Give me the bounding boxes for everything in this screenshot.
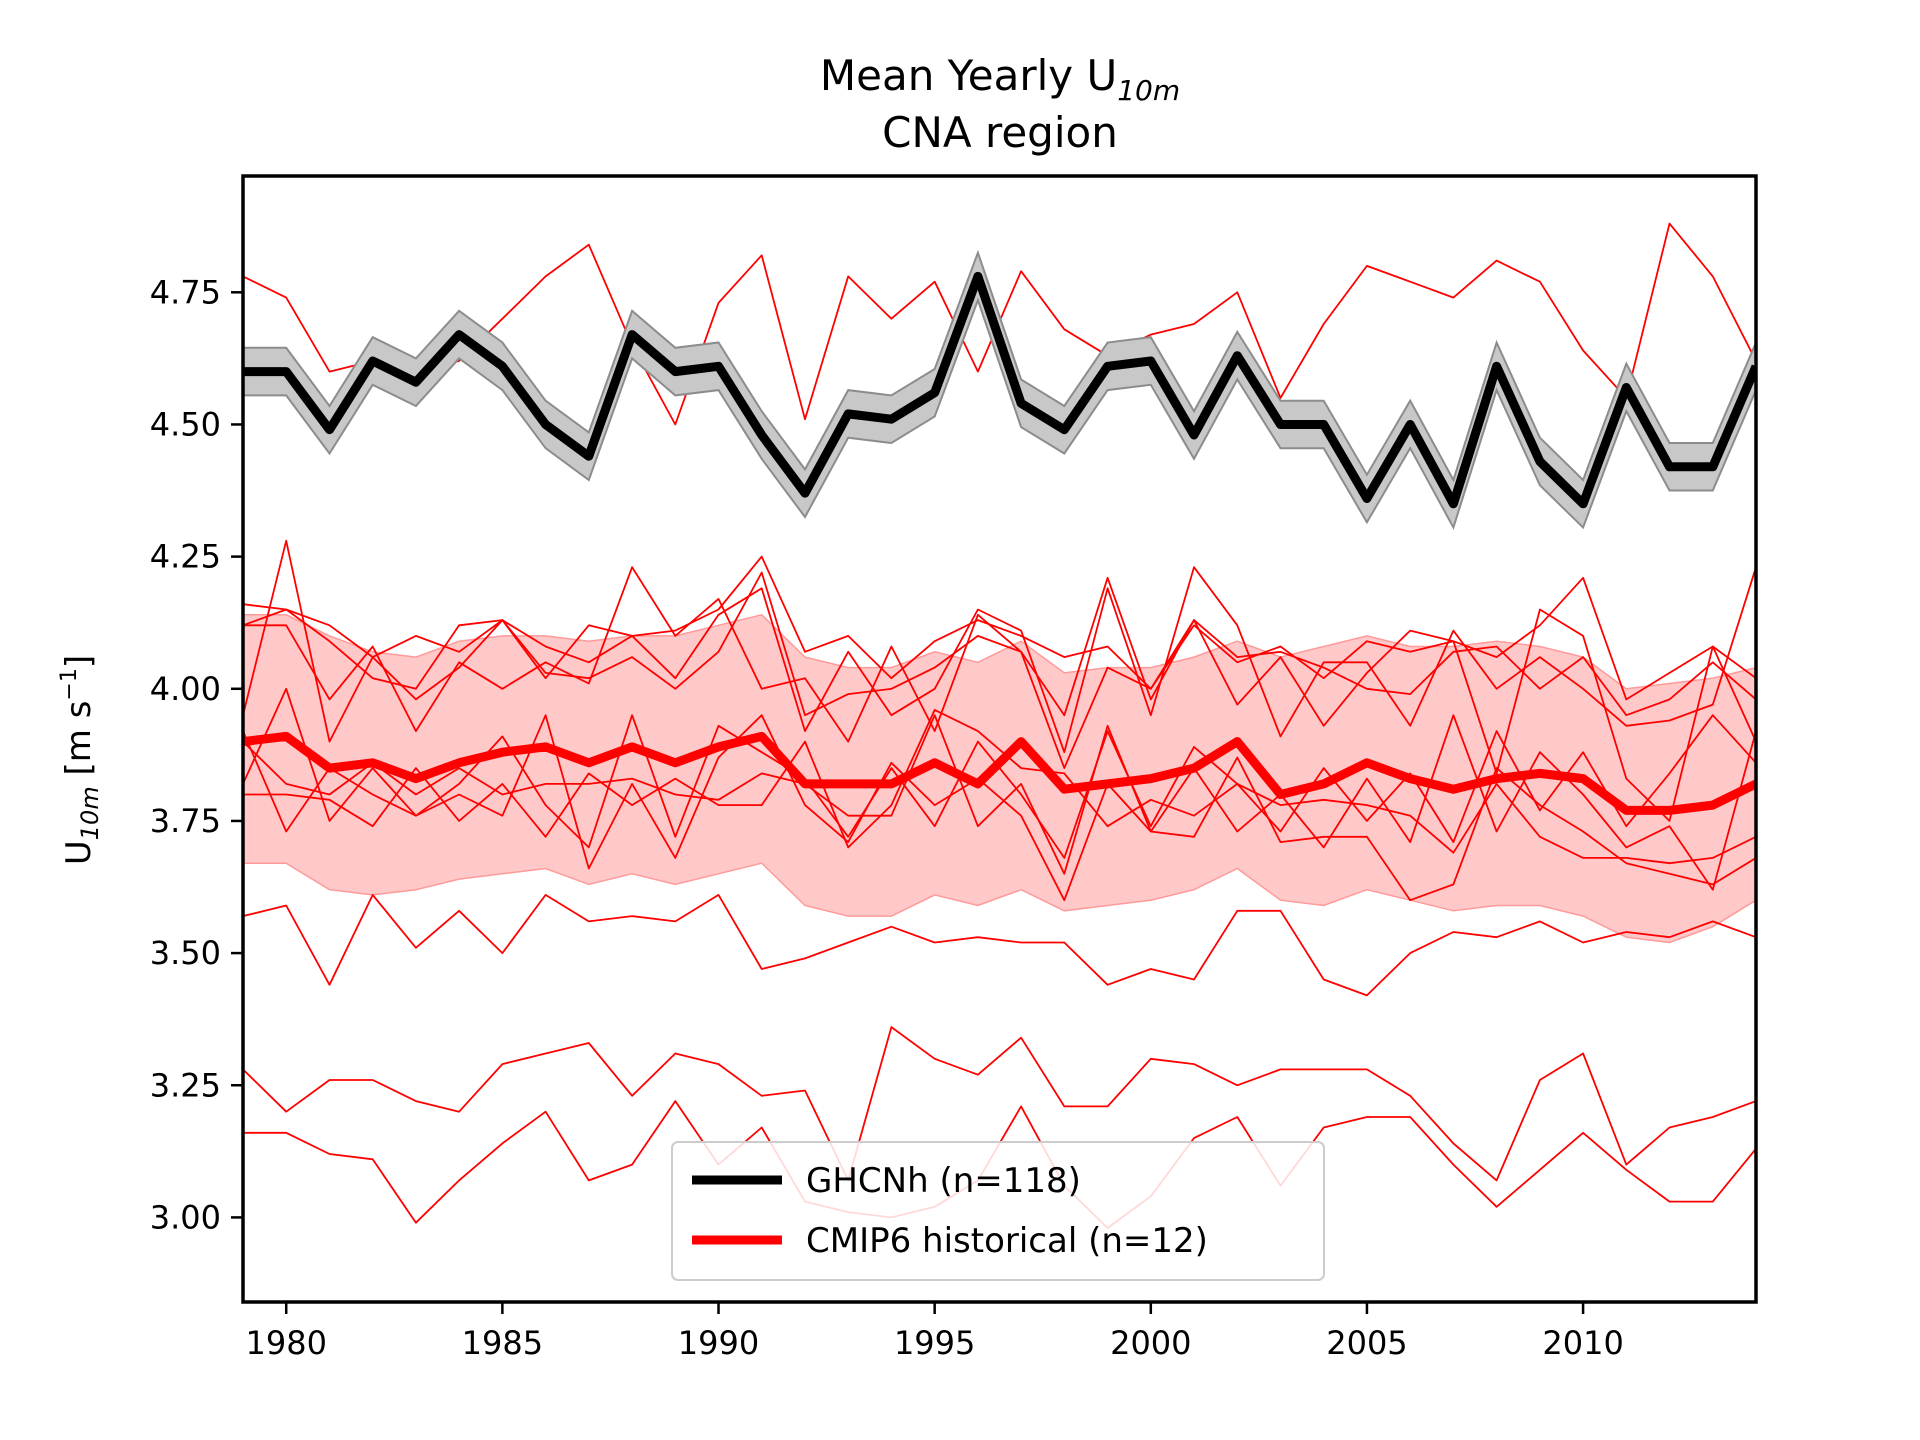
cmip6-member-line-10 — [243, 1026, 1756, 1182]
cmip6-member-line-3 — [243, 539, 1756, 754]
x-tick-label: 1990 — [678, 1324, 759, 1362]
plot-frame — [241, 174, 1758, 1304]
legend: GHCNh (n=118) CMIP6 historical (n=12) — [671, 1141, 1325, 1281]
y-axis: 3.00 3.25 3.50 3.75 4.00 4.25 4.50 4.75 — [150, 273, 243, 1236]
y-tick-label: 3.25 — [150, 1066, 221, 1104]
y-axis-label: U10m [m s−1] — [57, 655, 104, 865]
y-axis-label-subscript: 10m — [76, 786, 104, 840]
x-tick-label: 1985 — [462, 1324, 543, 1362]
legend-box — [671, 1141, 1325, 1281]
y-axis-label-close: ] — [59, 655, 99, 668]
x-tick-label: 1995 — [894, 1324, 975, 1362]
y-tick-label: 4.75 — [150, 273, 221, 311]
chart-title-main: Mean Yearly U — [820, 51, 1117, 100]
y-axis-label-main: U — [59, 840, 99, 865]
cmip6-spread-band — [243, 613, 1756, 944]
cmip6-member-line-6 — [243, 714, 1756, 902]
y-tick-label: 4.50 — [150, 405, 221, 443]
ghcnh-uncertainty-band — [243, 249, 1756, 531]
ghcnh-line — [243, 271, 1756, 509]
cmip6-mean-line — [243, 731, 1756, 815]
cmip6-member-line-9 — [243, 894, 1756, 997]
chart-title-line1: Mean Yearly U10m — [820, 51, 1180, 107]
y-tick-label: 3.00 — [150, 1198, 221, 1236]
x-tick-label: 2005 — [1326, 1324, 1407, 1362]
legend-label-ghcnh: GHCNh (n=118) — [806, 1161, 1081, 1201]
cmip6-member-line-8 — [243, 709, 1756, 865]
y-axis-label-exponent: −1 — [57, 668, 82, 700]
y-axis-label-units: [m s — [59, 701, 99, 787]
x-tick-label: 2000 — [1110, 1324, 1191, 1362]
plot-area — [243, 222, 1756, 1229]
y-tick-label: 4.00 — [150, 670, 221, 708]
cmip6-member-line-2 — [243, 555, 1756, 701]
x-tick-label: 2010 — [1542, 1324, 1623, 1362]
x-tick-label: 1980 — [246, 1324, 327, 1362]
chart-title-line2: CNA region — [882, 108, 1118, 157]
chart-title-subscript: 10m — [1117, 74, 1180, 107]
y-tick-label: 3.75 — [150, 802, 221, 840]
cmip6-member-line-12 — [243, 571, 1756, 769]
y-tick-label: 3.50 — [150, 934, 221, 972]
x-axis: 1980 1985 1990 1995 2000 2005 2010 — [246, 1302, 1624, 1362]
y-tick-label: 4.25 — [150, 538, 221, 576]
legend-label-cmip6: CMIP6 historical (n=12) — [806, 1221, 1208, 1261]
